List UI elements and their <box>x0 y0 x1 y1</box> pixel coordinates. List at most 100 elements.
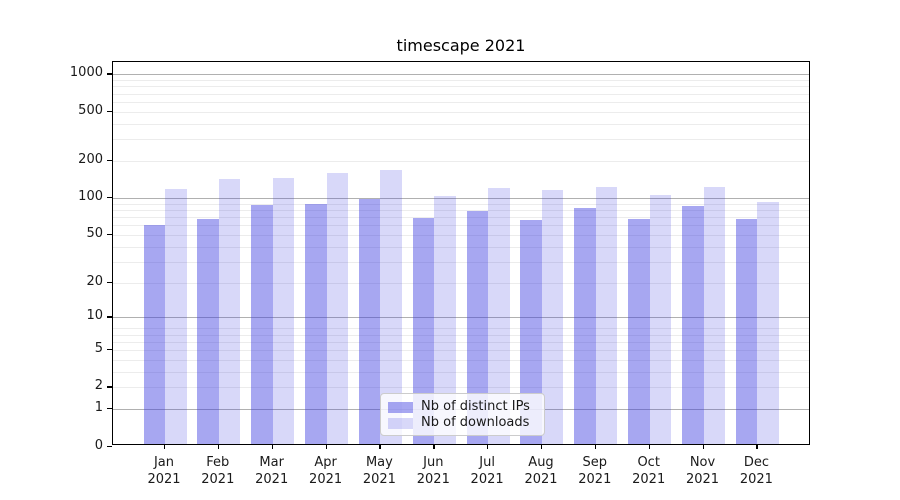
x-tick-label-apr: Apr 2021 <box>309 455 343 487</box>
y-tick-label-1000: 1000 <box>69 65 103 81</box>
x-tick-mark-mar <box>271 445 273 449</box>
bar-downloads-mar <box>272 177 295 444</box>
x-tick-mark-may <box>379 445 381 449</box>
bar-downloads-jan <box>165 189 187 444</box>
y-tick-mark-1 <box>107 408 112 410</box>
gridline-minor-80 <box>113 209 809 211</box>
bar-ips-dec <box>735 218 758 444</box>
y-tick-mark-200 <box>107 159 112 162</box>
x-tick-mark-aug <box>541 445 543 449</box>
x-tick-label-dec: Dec 2021 <box>739 455 773 487</box>
gridline-minor-5 <box>113 350 809 351</box>
chart-title: timescape 2021 <box>396 36 526 55</box>
gridline-minor-30 <box>113 261 809 263</box>
bar-downloads-aug <box>541 190 564 444</box>
y-tick-label-20: 20 <box>86 273 103 289</box>
bar-ips-sep <box>574 207 596 444</box>
bar-ips-feb <box>197 219 219 444</box>
gridline-minor-900 <box>113 80 809 82</box>
y-tick-label-0: 0 <box>94 437 103 453</box>
gridline-minor-40 <box>113 246 809 248</box>
gridline-major-1000 <box>113 74 809 76</box>
x-tick-mark-jan <box>164 445 166 449</box>
bar-ips-may <box>358 199 381 444</box>
gridline-minor-600 <box>113 101 809 103</box>
y-tick-label-1: 1 <box>94 400 103 416</box>
legend-label-downloads: Nb of downloads <box>421 415 530 430</box>
x-tick-mark-apr <box>325 445 327 449</box>
x-tick-label-may: May 2021 <box>362 455 396 487</box>
x-tick-mark-jul <box>487 445 489 449</box>
y-tick-label-500: 500 <box>78 102 103 118</box>
legend-item-distinct-ips: Nb of distinct IPs <box>388 399 536 415</box>
x-tick-mark-sep <box>594 445 597 449</box>
y-tick-label-100: 100 <box>78 189 103 204</box>
bar-downloads-sep <box>595 186 618 444</box>
gridline-minor-2 <box>113 387 809 389</box>
gridline-minor-50 <box>113 234 809 236</box>
gridline-minor-400 <box>113 123 809 125</box>
gridline-minor-20 <box>113 282 809 284</box>
bar-ips-nov <box>682 206 704 444</box>
bar-downloads-may <box>380 169 402 444</box>
bar-ips-jan <box>143 225 165 444</box>
bar-downloads-feb <box>218 178 241 444</box>
bar-ips-apr <box>305 204 327 444</box>
gridline-minor-70 <box>113 216 809 218</box>
bar-ips-aug <box>520 220 542 444</box>
bar-ips-mar <box>251 204 273 444</box>
y-tick-label-10: 10 <box>86 308 103 324</box>
legend-swatch-distinct-ips <box>388 401 413 413</box>
y-tick-mark-500 <box>107 110 112 112</box>
gridline-minor-90 <box>113 203 809 205</box>
y-tick-mark-2 <box>107 386 112 388</box>
legend-swatch-downloads <box>388 417 413 429</box>
bar-ips-oct <box>628 219 650 444</box>
x-tick-mark-jun <box>433 445 435 449</box>
gridline-minor-500 <box>113 111 809 113</box>
y-tick-label-5: 5 <box>94 341 103 356</box>
bar-downloads-nov <box>703 186 725 444</box>
gridline-major-10 <box>113 317 809 319</box>
bar-ips-jun <box>412 217 435 444</box>
legend-item-downloads: Nb of downloads <box>388 415 536 431</box>
x-tick-label-mar: Mar 2021 <box>255 455 289 487</box>
x-tick-label-jan: Jan 2021 <box>147 455 181 487</box>
legend-label-distinct-ips: Nb of distinct IPs <box>421 399 530 414</box>
x-tick-mark-feb <box>217 445 220 449</box>
x-tick-label-oct: Oct 2021 <box>632 455 666 487</box>
y-tick-mark-0 <box>107 445 112 447</box>
x-tick-label-aug: Aug 2021 <box>524 455 558 487</box>
gridline-minor-4 <box>113 359 809 361</box>
x-tick-mark-nov <box>702 445 704 449</box>
x-tick-label-sep: Sep 2021 <box>578 455 612 487</box>
bar-downloads-dec <box>757 202 779 444</box>
x-tick-mark-oct <box>648 445 650 449</box>
y-tick-mark-5 <box>107 349 112 351</box>
bar-downloads-jul <box>488 188 510 444</box>
y-tick-mark-1000 <box>107 73 112 75</box>
gridline-minor-800 <box>113 86 809 88</box>
y-tick-label-50: 50 <box>86 225 103 241</box>
y-tick-mark-20 <box>107 281 112 283</box>
y-tick-mark-100 <box>107 197 112 199</box>
gridline-minor-3 <box>113 371 809 373</box>
bar-downloads-jun <box>434 195 456 444</box>
gridline-minor-300 <box>113 139 809 141</box>
x-tick-label-jun: Jun 2021 <box>416 455 450 487</box>
x-tick-mark-dec <box>756 445 758 449</box>
bar-downloads-oct <box>649 194 672 444</box>
x-tick-label-nov: Nov 2021 <box>685 455 720 487</box>
bar-downloads-apr <box>326 172 349 444</box>
bar-ips-jul <box>466 211 489 444</box>
gridline-minor-8 <box>113 328 809 330</box>
y-tick-mark-10 <box>107 316 112 318</box>
y-tick-mark-50 <box>107 233 112 236</box>
x-tick-label-feb: Feb 2021 <box>201 455 235 487</box>
gridline-minor-700 <box>113 93 809 95</box>
gridline-minor-7 <box>113 334 809 336</box>
plot-area: Nb of distinct IPs Nb of downloads <box>112 61 810 445</box>
x-tick-label-jul: Jul 2021 <box>470 455 504 487</box>
gridline-minor-6 <box>113 341 809 343</box>
